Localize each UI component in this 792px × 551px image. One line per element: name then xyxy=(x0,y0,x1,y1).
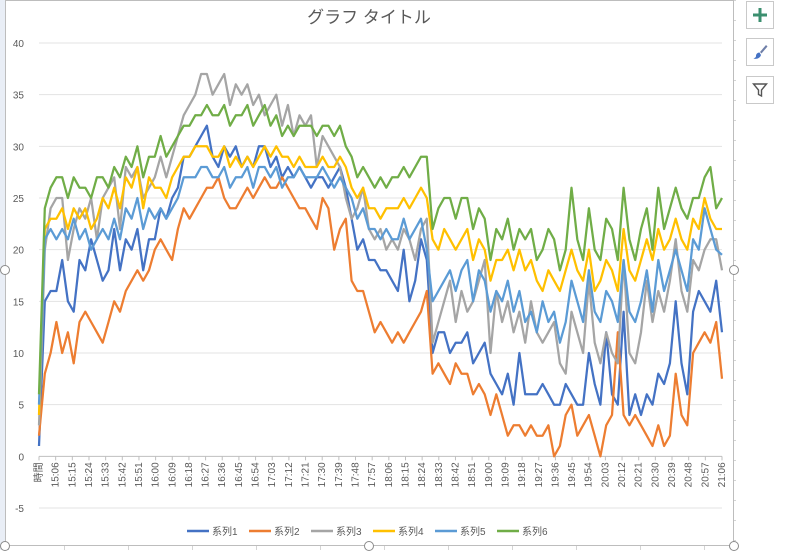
y-tick-label: 35 xyxy=(13,91,25,102)
x-axis-tick-labels: 時間 15:06 15:15 15:24 15:33 15:42 15:51 16:00 16:… xyxy=(33,456,728,487)
chart-styles-button[interactable] xyxy=(746,38,774,66)
x-tick-label: 16:27 xyxy=(201,462,212,487)
y-axis-tick-labels: -5 0 5 10 15 20 25 30 35 40 xyxy=(13,39,25,515)
x-tick-label: 15:06 xyxy=(51,462,62,487)
x-tick-label: 18:33 xyxy=(434,462,445,487)
x-tick-label: 20:30 xyxy=(650,462,661,487)
resize-handle-left[interactable] xyxy=(0,265,10,275)
x-tick-label: 17:03 xyxy=(267,462,278,487)
x-tick-label: 19:09 xyxy=(500,462,511,487)
y-tick-label: 0 xyxy=(18,452,24,463)
x-tick-label: 時間 xyxy=(33,462,45,482)
x-tick-label: 21:06 xyxy=(717,462,728,487)
x-tick-label: 19:45 xyxy=(567,462,578,487)
chart-elements-button[interactable] xyxy=(746,1,774,29)
filter-icon xyxy=(752,83,768,98)
chart-title[interactable]: グラフ タイトル xyxy=(307,8,431,27)
series-line-1[interactable] xyxy=(37,124,724,447)
y-tick-label: -5 xyxy=(15,504,24,515)
series-line-3[interactable] xyxy=(37,72,724,426)
line-chart: グラフ タイトル -5 0 5 10 15 20 25 30 35 40 時間 15:06 15:15… xyxy=(13,8,728,538)
legend-label-4[interactable]: 系列4 xyxy=(398,525,424,538)
chart-area[interactable]: グラフ タイトル -5 0 5 10 15 20 25 30 35 40 時間 15:06 15:15… xyxy=(5,0,734,546)
x-tick-label: 15:33 xyxy=(101,462,112,487)
x-tick-label: 18:15 xyxy=(400,462,411,487)
y-tick-label: 25 xyxy=(13,194,25,205)
x-tick-label: 16:36 xyxy=(217,462,228,487)
legend-label-5[interactable]: 系列5 xyxy=(460,525,486,538)
x-tick-label: 18:51 xyxy=(467,462,478,487)
x-tick-label: 20:21 xyxy=(634,462,645,487)
series-line-2[interactable] xyxy=(37,176,724,458)
y-tick-label: 40 xyxy=(13,39,25,50)
x-tick-label: 16:54 xyxy=(251,462,262,487)
series-line-5[interactable] xyxy=(37,165,723,405)
y-tick-label: 15 xyxy=(13,297,25,308)
legend-label-2[interactable]: 系列2 xyxy=(274,525,300,538)
y-tick-label: 10 xyxy=(13,349,25,360)
x-tick-label: 20:57 xyxy=(700,462,711,487)
x-tick-label: 17:21 xyxy=(301,462,312,487)
x-tick-label: 15:51 xyxy=(134,462,145,487)
resize-handle-right[interactable] xyxy=(729,265,739,275)
x-tick-label: 15:15 xyxy=(67,462,78,487)
x-tick-label: 17:39 xyxy=(334,462,345,487)
x-tick-label: 17:48 xyxy=(351,462,362,487)
legend-label-3[interactable]: 系列3 xyxy=(336,525,362,538)
x-tick-label: 16:45 xyxy=(234,462,245,487)
x-tick-label: 16:09 xyxy=(167,462,178,487)
x-tick-label: 16:00 xyxy=(151,462,162,487)
x-tick-label: 19:36 xyxy=(550,462,561,487)
plus-icon xyxy=(753,8,767,22)
x-tick-label: 20:39 xyxy=(667,462,678,487)
chart-filters-button[interactable] xyxy=(746,76,774,104)
x-tick-label: 15:42 xyxy=(117,462,128,487)
legend-label-1[interactable]: 系列1 xyxy=(212,525,238,538)
brush-icon xyxy=(753,45,768,59)
x-tick-label: 18:06 xyxy=(384,462,395,487)
x-tick-label: 19:18 xyxy=(517,462,528,487)
x-tick-label: 15:24 xyxy=(84,462,95,487)
series-lines xyxy=(37,72,724,458)
x-tick-label: 17:57 xyxy=(367,462,378,487)
x-tick-label: 19:27 xyxy=(534,462,545,487)
x-tick-label: 17:12 xyxy=(284,462,295,487)
series-line-4[interactable] xyxy=(37,145,722,416)
series-line-6[interactable] xyxy=(37,103,723,395)
legend-label-6[interactable]: 系列6 xyxy=(522,525,548,538)
x-tick-label: 18:24 xyxy=(417,462,428,487)
x-tick-label: 19:54 xyxy=(584,462,595,487)
y-tick-label: 5 xyxy=(18,401,24,412)
x-tick-label: 17:30 xyxy=(317,462,328,487)
y-tick-label: 30 xyxy=(13,142,25,153)
x-tick-label: 16:18 xyxy=(184,462,195,487)
x-tick-label: 20:48 xyxy=(684,462,695,487)
x-tick-label: 20:03 xyxy=(600,462,611,487)
x-tick-label: 20:12 xyxy=(617,462,628,487)
x-tick-label: 19:00 xyxy=(484,462,495,487)
gridlines xyxy=(39,42,722,509)
x-tick-label: 18:42 xyxy=(450,462,461,487)
legend: 系列1 系列2 系列3 系列4 系列5 系列6 xyxy=(187,525,548,538)
y-tick-label: 20 xyxy=(13,246,25,257)
